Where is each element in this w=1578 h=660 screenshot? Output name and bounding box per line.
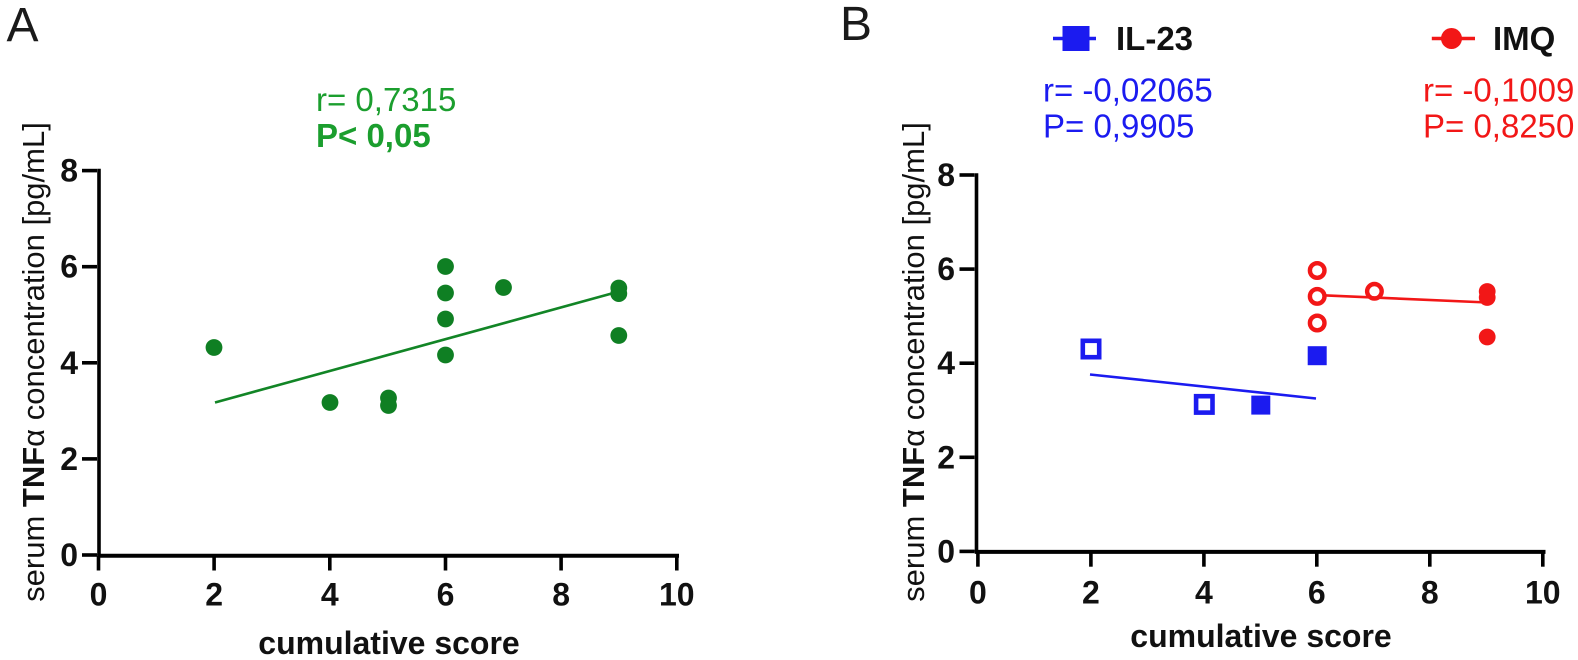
svg-text:serum TNFα concentration [pg/m: serum TNFα concentration [pg/mL] <box>896 122 931 602</box>
svg-text:6: 6 <box>937 251 955 287</box>
svg-text:6: 6 <box>1308 575 1326 611</box>
svg-text:P< 0,05: P< 0,05 <box>316 117 431 154</box>
svg-text:P= 0,8250: P= 0,8250 <box>1423 108 1574 145</box>
svg-text:0: 0 <box>90 577 108 613</box>
svg-text:0: 0 <box>969 575 987 611</box>
svg-text:2: 2 <box>60 441 78 477</box>
svg-text:8: 8 <box>552 577 570 613</box>
svg-text:r= 0,7315: r= 0,7315 <box>316 81 456 118</box>
svg-text:4: 4 <box>60 345 78 381</box>
svg-text:r= -0,02065: r= -0,02065 <box>1043 72 1213 109</box>
svg-text:2: 2 <box>205 577 223 613</box>
svg-text:IMQ: IMQ <box>1493 20 1555 57</box>
svg-text:A: A <box>7 0 39 52</box>
svg-text:4: 4 <box>937 345 955 381</box>
svg-text:P= 0,9905: P= 0,9905 <box>1043 108 1194 145</box>
svg-text:cumulative score: cumulative score <box>258 625 519 660</box>
svg-text:10: 10 <box>1525 575 1561 611</box>
svg-text:8: 8 <box>60 153 78 189</box>
svg-text:0: 0 <box>937 533 955 569</box>
svg-text:6: 6 <box>437 577 455 613</box>
svg-text:2: 2 <box>1082 575 1100 611</box>
svg-text:8: 8 <box>937 157 955 193</box>
svg-text:r= -0,1009: r= -0,1009 <box>1423 72 1574 109</box>
svg-text:cumulative score: cumulative score <box>1130 618 1391 654</box>
svg-text:B: B <box>840 0 872 51</box>
svg-text:0: 0 <box>60 537 78 573</box>
svg-text:serum TNFα concentration [pg/m: serum TNFα concentration [pg/mL] <box>16 122 51 602</box>
svg-text:2: 2 <box>937 439 955 475</box>
svg-text:6: 6 <box>60 249 78 285</box>
svg-text:8: 8 <box>1421 575 1439 611</box>
svg-text:4: 4 <box>1195 575 1213 611</box>
svg-text:IL-23: IL-23 <box>1116 20 1193 57</box>
svg-text:10: 10 <box>659 577 695 613</box>
svg-text:4: 4 <box>321 577 339 613</box>
